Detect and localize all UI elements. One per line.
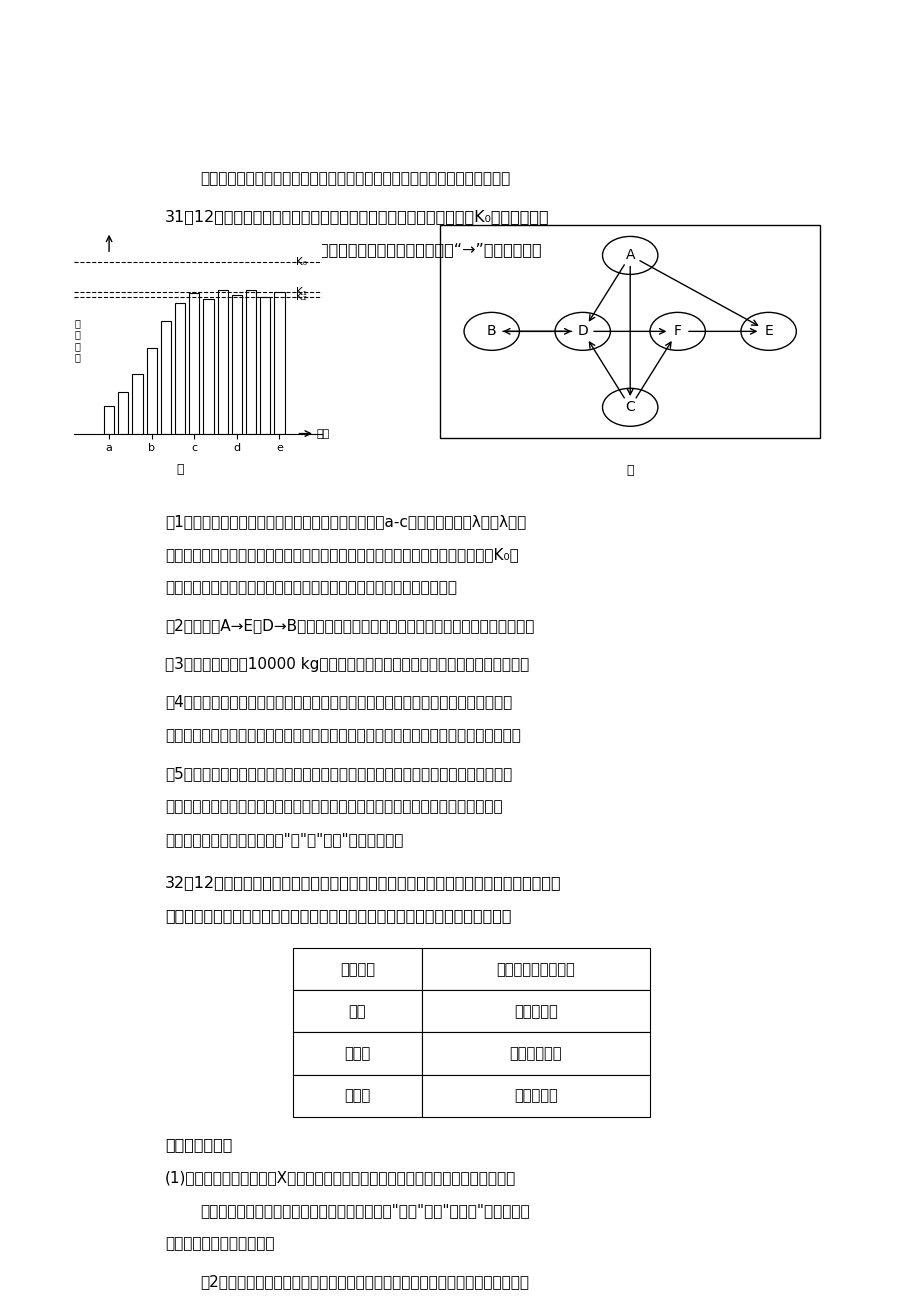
Text: （2）科学家通过实验确定了裂翅基因位于常染色体上。在此基础上继续研究，完: （2）科学家通过实验确定了裂翅基因位于常染色体上。在此基础上继续研究，完	[200, 1275, 529, 1289]
Text: (1)若要确定裂翅基因是在X染色体上还是在常染色体上，可将裂翅品系与野生型进行: (1)若要确定裂翅基因是在X染色体上还是在常染色体上，可将裂翅品系与野生型进行	[165, 1169, 516, 1185]
Text: D: D	[577, 324, 587, 339]
Text: 品系的部分性状特征: 品系的部分性状特征	[495, 962, 574, 976]
Text: 品系名称: 品系名称	[339, 962, 375, 976]
Text: B: B	[486, 324, 496, 339]
Bar	[161, 322, 171, 434]
Text: 请分析并回答：: 请分析并回答：	[165, 1137, 232, 1152]
Bar	[260, 297, 270, 434]
Bar	[421, 948, 649, 991]
Bar	[118, 392, 129, 434]
Bar	[274, 292, 284, 434]
Text: 灰体、裂翅: 灰体、裂翅	[513, 1004, 557, 1019]
Bar	[132, 374, 142, 434]
Bar	[217, 289, 228, 434]
Text: 方向。: 方向。	[165, 276, 194, 290]
Ellipse shape	[649, 312, 705, 350]
Text: 裂翅基因位于常染色体上。: 裂翅基因位于常染色体上。	[165, 1236, 274, 1251]
Text: 热到体温恢复正常的过程中，人体的主要调节机制是＿＿＿＿＿＿＿＿＿＿。: 热到体温恢复正常的过程中，人体的主要调节机制是＿＿＿＿＿＿＿＿＿＿。	[200, 172, 510, 186]
Ellipse shape	[554, 312, 610, 350]
Text: 乙: 乙	[626, 465, 633, 478]
Ellipse shape	[463, 312, 519, 350]
Ellipse shape	[740, 312, 796, 350]
Text: （3）若消耗生产者10000 kg，位于最高营养级的生物最多可增重＿＿＿＿＿＿。: （3）若消耗生产者10000 kg，位于最高营养级的生物最多可增重＿＿＿＿＿＿。	[165, 656, 528, 672]
Text: F: F	[673, 324, 681, 339]
Text: K₂: K₂	[296, 292, 307, 302]
Text: 前后草原的变化＿＿＿＿（填"是"或"不是"）群落演替。: 前后草原的变化＿＿＿＿（填"是"或"不是"）群落演替。	[165, 832, 403, 848]
Text: 群特征为对方提供了大量的有用信息，这说明信息传递在生态系统中的作用是＿＿＿＿。: 群特征为对方提供了大量的有用信息，这说明信息传递在生态系统中的作用是＿＿＿＿。	[165, 728, 520, 742]
Text: K₀: K₀	[296, 256, 307, 267]
Text: 在理想状况下的环境容纳量；乙图表示该草原生态系统的结构简图，“→”表示碳的流动: 在理想状况下的环境容纳量；乙图表示该草原生态系统的结构简图，“→”表示碳的流动	[165, 242, 541, 258]
Text: 研究人员通过裂翅品系与其他品系果蟞的杂交实验，阙明了裂翅基因的遗传规律。: 研究人员通过裂翅品系与其他品系果蟞的杂交实验，阙明了裂翅基因的遗传规律。	[165, 909, 511, 923]
Bar	[189, 293, 199, 434]
Text: 的原因主要是＿＿＿＿＿＿＿＿（至少填写两种）等种间关系所导致的。: 的原因主要是＿＿＿＿＿＿＿＿（至少填写两种）等种间关系所导致的。	[165, 581, 457, 595]
Bar	[293, 948, 421, 991]
Text: （1）据甲图分析，野兔的种群数量呼＿＿＿型增长，a-c段其种群增长的λ値（λ表示: （1）据甲图分析，野兔的种群数量呼＿＿＿型增长，a-c段其种群增长的λ値（λ表示	[165, 514, 526, 529]
Bar	[293, 991, 421, 1032]
Text: 裂翅: 裂翅	[348, 1004, 366, 1019]
Text: A: A	[625, 249, 634, 263]
Text: 种
群
数
量: 种 群 数 量	[74, 318, 81, 362]
Text: K₁: K₁	[296, 286, 307, 297]
Text: （2）乙图中A→E和D→B过程中碳的流动形式分别是＿＿＿＿＿＿＿、＿＿＿＿＿。: （2）乙图中A→E和D→B过程中碳的流动形式分别是＿＿＿＿＿＿＿、＿＿＿＿＿。	[165, 618, 534, 633]
Text: 灰体、直翅: 灰体、直翅	[513, 1088, 557, 1103]
Text: 黑檀体、直翅: 黑檀体、直翅	[509, 1046, 562, 1061]
Text: 32（12分）现有如下品系特征的几种果蟞，已知表中所列性状的遗传涉及两对等位基因。: 32（12分）现有如下品系特征的几种果蟞，已知表中所列性状的遗传涉及两对等位基因…	[165, 875, 561, 891]
Bar	[421, 1074, 649, 1117]
Text: 甲: 甲	[176, 464, 184, 477]
Text: 31（12分）甲图表示某草原上一定区域内野兔种群数量变化图，其中K₀表示野兔种群: 31（12分）甲图表示某草原上一定区域内野兔种群数量变化图，其中K₀表示野兔种群	[165, 210, 549, 224]
Ellipse shape	[602, 237, 657, 275]
Text: （5）与西双版纳的森林生态系统相比，该草原生态系统的抗抵力稳定性较＿＿＿＿，: （5）与西双版纳的森林生态系统相比，该草原生态系统的抗抵力稳定性较＿＿＿＿，	[165, 766, 512, 781]
Text: C: C	[625, 400, 634, 414]
Ellipse shape	[602, 388, 657, 426]
Bar	[146, 348, 156, 434]
Bar	[175, 303, 185, 434]
Bar	[293, 1032, 421, 1074]
Bar	[104, 405, 114, 434]
Bar	[421, 1032, 649, 1074]
Bar	[245, 289, 255, 434]
Text: 时间: 时间	[316, 428, 329, 439]
Bar	[203, 299, 213, 434]
Text: 野生型: 野生型	[344, 1088, 370, 1103]
Bar	[293, 1074, 421, 1117]
Text: 单位时间内种群数量增长的倍数）的变化趋势是＿＿＿＿。野兔种群数量没有达到K₀値: 单位时间内种群数量增长的倍数）的变化趋势是＿＿＿＿。野兔种群数量没有达到K₀値	[165, 547, 518, 562]
Text: （填写方法），若结果是＿＿＿＿＿＿＿（选填"一致"或者"不一致"，则可确定: （填写方法），若结果是＿＿＿＿＿＿＿（选填"一致"或者"不一致"，则可确定	[200, 1203, 529, 1217]
Text: （4）乙图中食物链上的相邻物种之间存在着捕食关系，相邻物种的某些个体行为与种: （4）乙图中食物链上的相邻物种之间存在着捕食关系，相邻物种的某些个体行为与种	[165, 694, 512, 710]
Text: 黑檀体: 黑檀体	[344, 1046, 370, 1061]
Text: 原因是＿＿＿＿能力弱。如果由于人为因素发生火灾致整个草原化为一片灰烬，火灾: 原因是＿＿＿＿能力弱。如果由于人为因素发生火灾致整个草原化为一片灰烬，火灾	[165, 799, 502, 814]
Text: E: E	[764, 324, 772, 339]
Bar	[232, 296, 242, 434]
Bar	[421, 991, 649, 1032]
